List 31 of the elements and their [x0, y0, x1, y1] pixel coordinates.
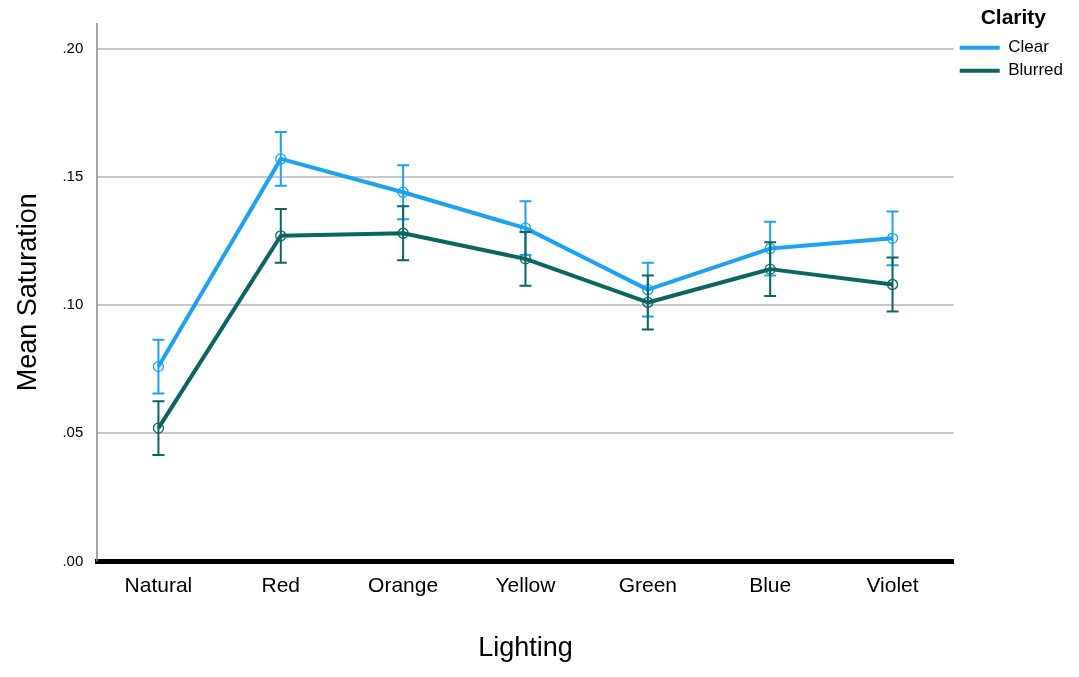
y-tick-label: .10 [62, 295, 84, 313]
x-tick-label: Yellow [495, 572, 557, 596]
legend-label: Blurred [1008, 60, 1064, 80]
point [397, 227, 409, 239]
x-axis-title: Lighting [478, 632, 573, 663]
point [152, 360, 165, 373]
x-tick-label: Natural [124, 572, 193, 596]
x-tick-label: Orange [368, 572, 439, 596]
x-tick-label: Green [618, 572, 678, 596]
point [886, 278, 899, 291]
point [275, 230, 287, 242]
y-tick-label: .15 [62, 166, 84, 184]
point [519, 253, 532, 265]
y-tick-label: .05 [62, 423, 84, 441]
point [764, 242, 776, 255]
y-tick-label: .20 [62, 38, 84, 56]
x-tick-label: Violet [866, 572, 919, 596]
y-tick-label: .00 [62, 551, 84, 569]
point [275, 153, 287, 165]
point [886, 232, 899, 245]
y-axis-title: Mean Saturation [11, 193, 42, 392]
legend-title: Clarity [980, 5, 1047, 29]
point [642, 296, 654, 309]
point [152, 422, 165, 434]
point [519, 222, 532, 234]
x-tick-label: Red [261, 572, 301, 596]
point [397, 186, 409, 198]
point [764, 263, 776, 275]
legend-label: Clear [1008, 37, 1050, 57]
point [642, 283, 654, 296]
x-tick-label: Blue [749, 572, 792, 596]
